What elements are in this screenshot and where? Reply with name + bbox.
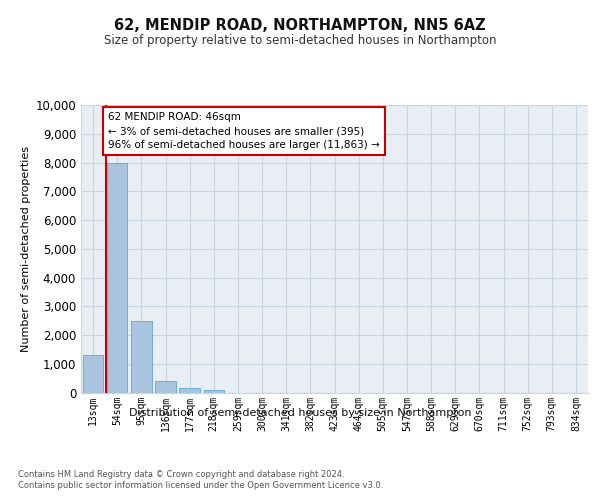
Text: Contains HM Land Registry data © Crown copyright and database right 2024.: Contains HM Land Registry data © Crown c… (18, 470, 344, 479)
Bar (131, 320, 152, 392)
Text: Contains public sector information licensed under the Open Government Licence v3: Contains public sector information licen… (18, 481, 383, 490)
Bar (155, 381, 176, 392)
Text: 62, MENDIP ROAD, NORTHAMPTON, NN5 6AZ: 62, MENDIP ROAD, NORTHAMPTON, NN5 6AZ (114, 18, 486, 32)
Text: Distribution of semi-detached houses by size in Northampton: Distribution of semi-detached houses by … (129, 408, 471, 418)
Text: 62 MENDIP ROAD: 46sqm
← 3% of semi-detached houses are smaller (395)
96% of semi: 62 MENDIP ROAD: 46sqm ← 3% of semi-detac… (108, 112, 380, 150)
Text: Size of property relative to semi-detached houses in Northampton: Size of property relative to semi-detach… (104, 34, 496, 47)
Bar (107, 162, 127, 392)
Y-axis label: Number of semi-detached properties: Number of semi-detached properties (21, 146, 31, 352)
Bar (203, 390, 224, 392)
Bar (83, 355, 103, 393)
Bar (179, 388, 200, 392)
